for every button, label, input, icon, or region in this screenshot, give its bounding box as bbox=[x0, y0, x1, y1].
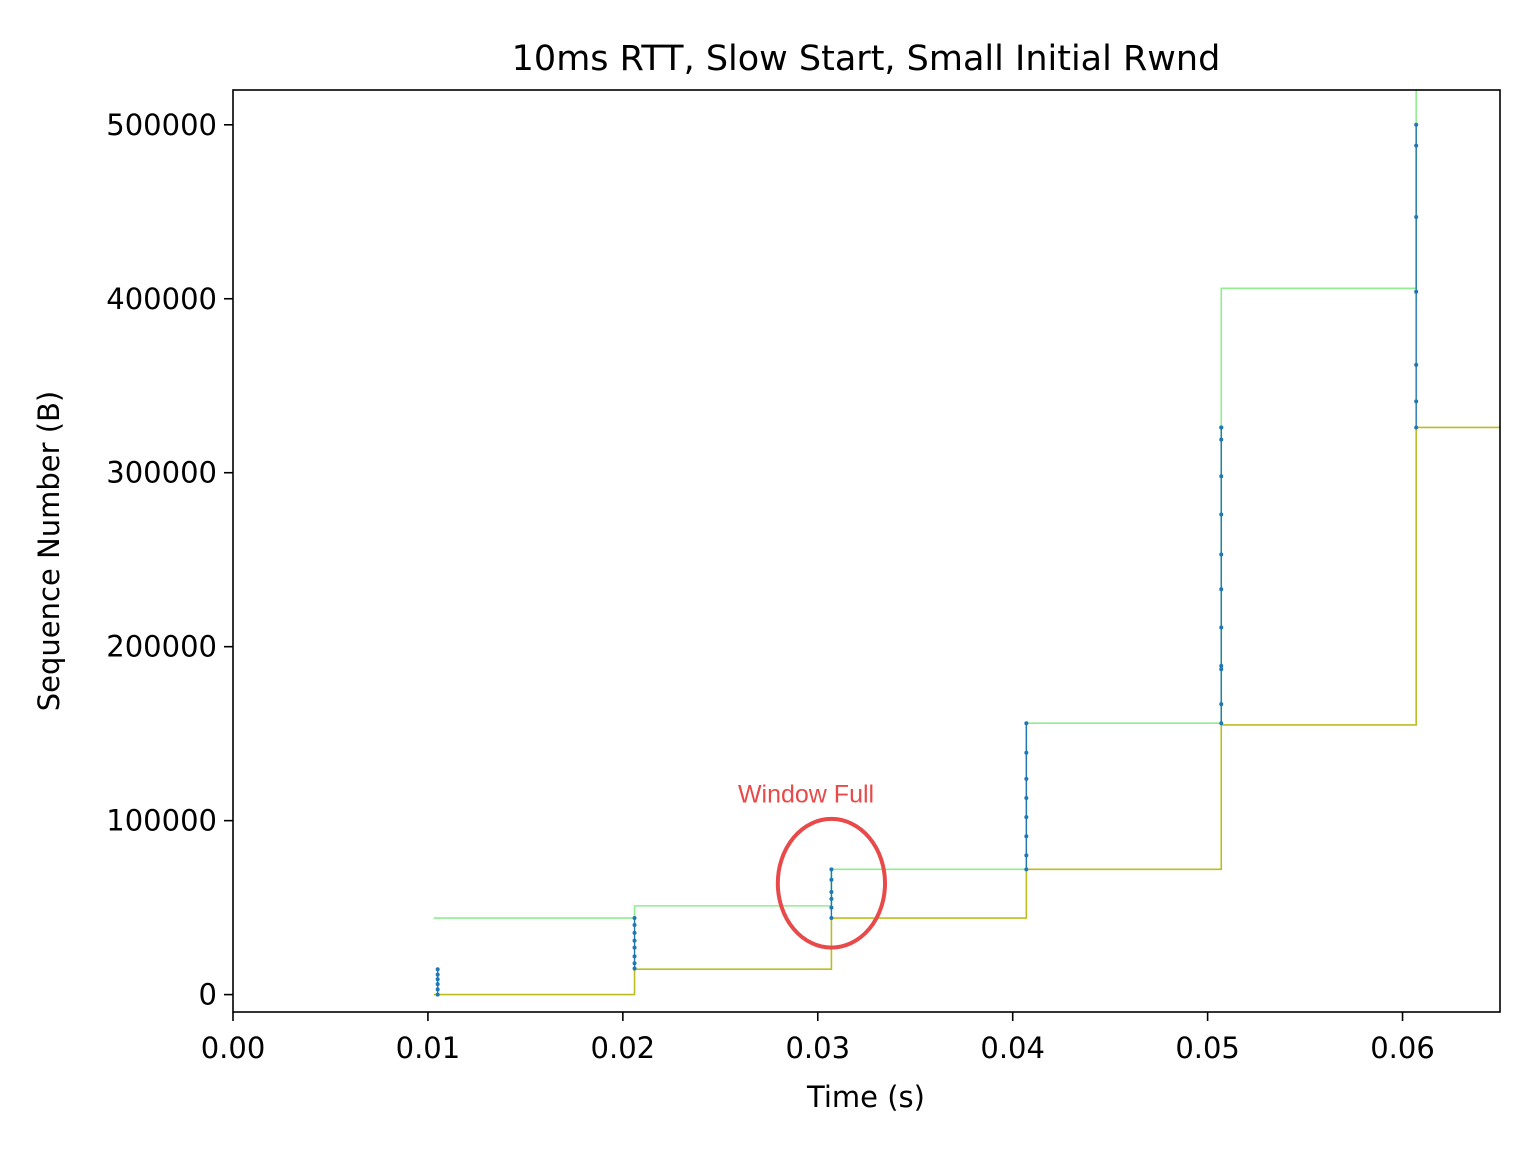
data-point bbox=[1024, 815, 1029, 820]
data-point bbox=[1024, 796, 1029, 801]
x-tick-label: 0.02 bbox=[591, 1031, 656, 1065]
data-point bbox=[829, 867, 834, 872]
data-point bbox=[829, 877, 834, 882]
data-point bbox=[632, 945, 637, 950]
data-point bbox=[1219, 721, 1224, 726]
data-point bbox=[829, 889, 834, 894]
data-point bbox=[1414, 214, 1419, 219]
y-tick-label: 0 bbox=[199, 978, 217, 1012]
annotations: Window Full bbox=[738, 781, 888, 950]
data-point bbox=[1024, 853, 1029, 858]
data-point bbox=[1024, 834, 1029, 839]
axes bbox=[232, 89, 1501, 1013]
data-point bbox=[1219, 437, 1224, 442]
series-line-1 bbox=[433, 426, 1500, 996]
x-axis-title: Time (s) bbox=[806, 1080, 925, 1114]
x-tick-label: 0.06 bbox=[1370, 1031, 1435, 1065]
data-point bbox=[632, 916, 637, 921]
data-point bbox=[1219, 625, 1224, 630]
data-point bbox=[632, 966, 637, 971]
data-point bbox=[632, 923, 637, 928]
y-tick-label: 100000 bbox=[106, 804, 217, 838]
x-axis: 0.00 0.01 0.02 0.03 0.04 0.05 0.06 bbox=[201, 1012, 1435, 1065]
x-tick-label: 0.03 bbox=[785, 1031, 850, 1065]
data-point bbox=[435, 992, 440, 997]
y-axis: 0 100000 200000 300000 400000 500000 bbox=[106, 108, 233, 1012]
series-segments-2 bbox=[436, 124, 1417, 995]
x-tick-label: 0.04 bbox=[980, 1031, 1045, 1065]
data-point bbox=[1414, 289, 1419, 294]
data-point bbox=[1414, 122, 1419, 127]
data-point bbox=[1219, 474, 1224, 479]
annotation-label: Window Full bbox=[738, 781, 874, 809]
data-point bbox=[1024, 721, 1029, 726]
y-axis-title: Sequence Number (B) bbox=[32, 391, 66, 712]
data-point bbox=[1219, 702, 1224, 707]
x-tick-label: 0.00 bbox=[201, 1031, 266, 1065]
data-point bbox=[632, 930, 637, 935]
y-tick-label: 400000 bbox=[106, 282, 217, 316]
data-point bbox=[632, 961, 637, 966]
data-point bbox=[829, 896, 834, 901]
x-tick-label: 0.05 bbox=[1175, 1031, 1240, 1065]
data-point bbox=[435, 977, 440, 982]
data-point bbox=[1219, 587, 1224, 592]
data-point bbox=[1219, 512, 1224, 517]
data-point bbox=[435, 972, 440, 977]
data-point bbox=[1414, 362, 1419, 367]
series-line-0 bbox=[433, 90, 1417, 919]
data-point bbox=[829, 916, 834, 921]
chart-title: 10ms RTT, Slow Start, Small Initial Rwnd bbox=[512, 39, 1221, 79]
data-point bbox=[632, 954, 637, 959]
data-point bbox=[1414, 143, 1419, 148]
highlight-ellipse bbox=[775, 816, 888, 950]
data-point bbox=[1219, 667, 1224, 672]
x-tick-label: 0.01 bbox=[396, 1031, 461, 1065]
plot-area bbox=[433, 90, 1500, 997]
data-point bbox=[1024, 750, 1029, 755]
data-point bbox=[1219, 425, 1224, 430]
data-point bbox=[1414, 399, 1419, 404]
data-point bbox=[435, 987, 440, 992]
data-point bbox=[1219, 663, 1224, 668]
data-point bbox=[435, 982, 440, 987]
data-point bbox=[435, 967, 440, 972]
y-tick-label: 200000 bbox=[106, 630, 217, 664]
data-point bbox=[1024, 776, 1029, 781]
y-tick-label: 500000 bbox=[106, 108, 217, 142]
data-point bbox=[1414, 425, 1419, 430]
y-tick-label: 300000 bbox=[106, 456, 217, 490]
data-point bbox=[1219, 552, 1224, 557]
data-point bbox=[632, 938, 637, 943]
data-point bbox=[1024, 867, 1029, 872]
data-point bbox=[829, 905, 834, 910]
plot-frame bbox=[232, 89, 1501, 1013]
